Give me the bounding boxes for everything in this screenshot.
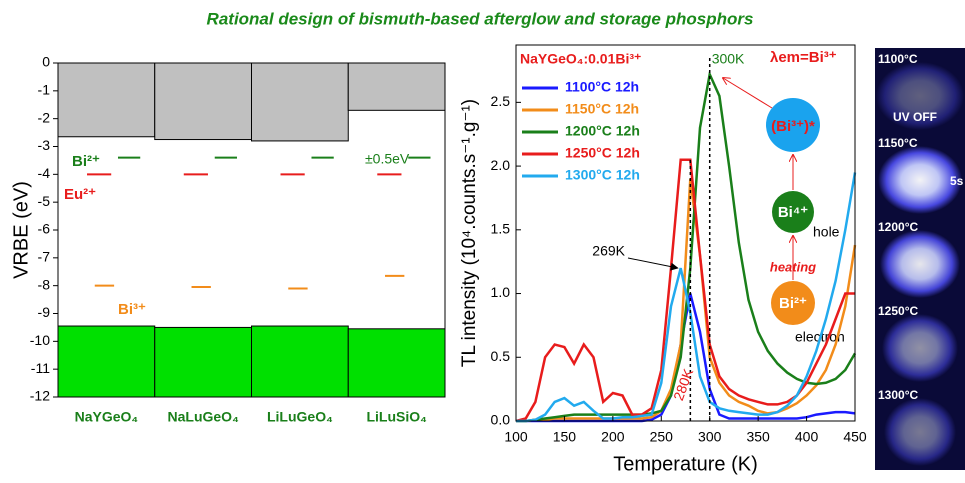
x-tick-label: 200 (601, 429, 625, 445)
hole-state-label: Bi⁴⁺ (778, 204, 808, 221)
x-tick-label: NaYGeO₄ (75, 409, 138, 425)
photo-label: 1100°C (878, 52, 918, 66)
x-tick-label: NaLuGeO₄ (168, 409, 239, 425)
marker-label: 300K (712, 51, 745, 67)
marker-arrow (627, 257, 679, 271)
legend-label: 1200°C 12h (565, 123, 640, 139)
legend-label: 1250°C 12h (565, 145, 640, 161)
photo-label: 1250°C (878, 304, 918, 318)
arrow (723, 78, 773, 109)
level-label: Eu²⁺ (64, 186, 96, 203)
x-tick-label: 250 (650, 429, 674, 445)
data-line (516, 70, 857, 423)
y-tick-label: 2.0 (491, 157, 511, 173)
y-axis-label: VRBE (eV) (10, 181, 32, 279)
x-tick-label: 450 (843, 429, 867, 445)
figure-title: Rational design of bismuth-based aftergl… (207, 9, 754, 28)
electron-circle (771, 281, 815, 325)
photo-glow (876, 62, 964, 130)
y-tick-label: -10 (30, 332, 50, 348)
plot-frame (515, 44, 856, 422)
photo-glow (878, 146, 962, 214)
excited-label: (Bi³⁺)* (771, 118, 815, 135)
photo-glow (884, 398, 956, 466)
conduction-band (347, 62, 446, 111)
x-tick-label: 400 (795, 429, 819, 445)
emission-label: λem=Bi³⁺ (770, 49, 837, 66)
x-tick-label: 100 (504, 429, 528, 445)
y-tick-label: -6 (38, 221, 51, 237)
photo-label: 1200°C (878, 220, 918, 234)
data-line (516, 178, 857, 423)
y-axis-label: TL intensity (10⁴.counts.s⁻¹.g⁻¹) (459, 99, 480, 367)
valence-band (154, 326, 252, 398)
legend-label: 1300°C 12h (565, 167, 640, 183)
y-tick-label: 1.0 (491, 284, 511, 300)
x-tick-label: 150 (553, 429, 577, 445)
y-tick-label: -7 (38, 249, 51, 265)
photo-label: 1150°C (878, 136, 918, 150)
photo-note: UV OFF (893, 110, 937, 124)
data-line (516, 172, 857, 423)
annotation: ±0.5eV (365, 151, 410, 167)
y-tick-label: -1 (38, 82, 51, 98)
level-label: Bi³⁺ (118, 301, 146, 318)
valence-band (57, 325, 156, 398)
legend-title: NaYGeO₄:0.01Bi³⁺ (520, 51, 641, 67)
x-tick-label: LiLuGeO₄ (267, 409, 333, 425)
y-tick-label: -8 (38, 276, 51, 292)
x-axis-label: Temperature (K) (613, 453, 758, 475)
photo-note: 5s (950, 174, 964, 188)
excited-circle (766, 98, 820, 152)
x-tick-label: 350 (746, 429, 770, 445)
y-tick-label: 0 (42, 54, 50, 70)
valence-band (251, 325, 349, 398)
x-tick-label: LiLuSiO₄ (366, 409, 426, 425)
y-tick-label: -12 (30, 388, 50, 404)
y-tick-label: 0.0 (491, 412, 511, 428)
electron-state-label: Bi²⁺ (779, 295, 807, 312)
y-tick-label: -11 (31, 360, 50, 376)
y-tick-label: -2 (38, 109, 51, 125)
level-label: Bi²⁺ (72, 153, 100, 170)
marker-label: 269K (592, 243, 625, 259)
y-tick-label: -4 (38, 165, 51, 181)
photo-label: 1300°C (878, 388, 918, 402)
legend-label: 1150°C 12h (565, 101, 639, 117)
valence-band (347, 328, 446, 398)
y-tick-label: -9 (38, 304, 51, 320)
photo-glow (880, 230, 960, 298)
conduction-band (154, 62, 252, 141)
legend-label: 1100°C 12h (565, 79, 639, 95)
y-tick-label: 1.5 (491, 221, 511, 237)
conduction-band (251, 62, 349, 142)
photo-glow (882, 314, 958, 382)
mechanism: λem=Bi³⁺ (Bi³⁺)* Bi⁴⁺ hole heating Bi²⁺ … (723, 49, 845, 345)
hole-label: hole (813, 224, 840, 240)
y-tick-label: 2.5 (491, 93, 511, 109)
conduction-band (57, 62, 156, 138)
y-tick-label: 0.5 (491, 348, 511, 364)
y-tick-label: -5 (38, 193, 51, 209)
y-tick-label: -3 (38, 137, 51, 153)
hole-circle (772, 191, 814, 233)
x-tick-label: 300 (698, 429, 722, 445)
